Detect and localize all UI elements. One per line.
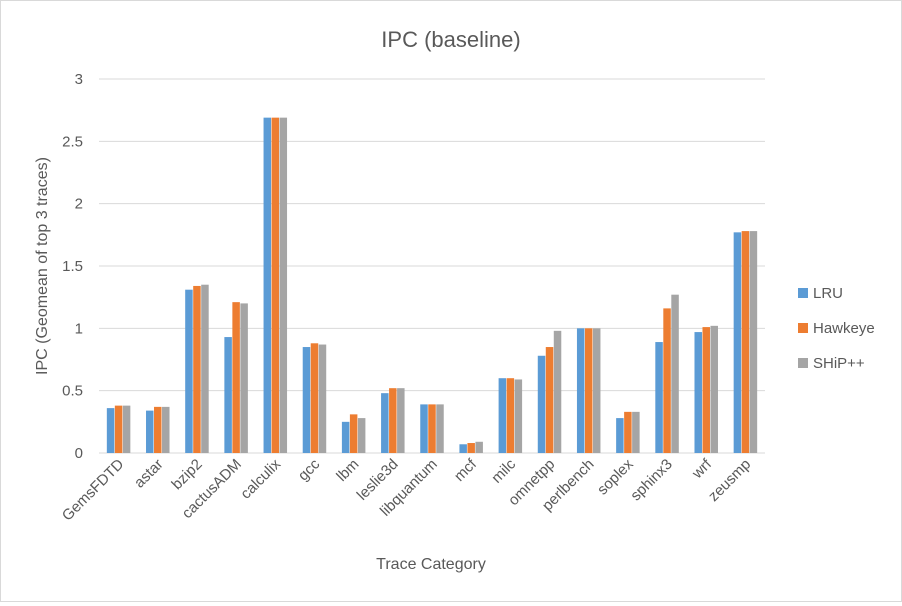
bar-lru-calculix <box>263 117 272 453</box>
chart-title: IPC (baseline) <box>381 27 520 52</box>
x-tick-label: wrf <box>688 455 715 482</box>
bar-hawkeye-omnetpp <box>545 347 554 453</box>
bar-lru-libquantum <box>420 404 428 453</box>
x-tick-label: zeusmp <box>705 456 754 505</box>
bar-lru-gcc <box>302 347 311 453</box>
bar-hawkeye-milc <box>506 378 515 453</box>
x-tick-label: astar <box>131 456 167 492</box>
x-tick-label: gcc <box>295 455 324 484</box>
bar-ship-wrf <box>710 325 718 453</box>
bar-lru-sphinx3 <box>655 342 663 453</box>
x-axis-label: Trace Category <box>376 556 486 573</box>
bar-hawkeye-gemsfdtd <box>114 405 123 453</box>
x-tick-label: calculix <box>237 455 284 502</box>
bar-hawkeye-calculix <box>271 117 280 453</box>
bar-ship-lbm <box>357 418 366 453</box>
bar-ship-calculix <box>279 117 288 453</box>
bar-hawkeye-cactusadm <box>232 302 240 453</box>
bar-ship-sphinx3 <box>671 294 679 453</box>
bar-hawkeye-wrf <box>702 327 710 453</box>
x-tick-label: sphinx3 <box>627 456 676 505</box>
bar-lru-lbm <box>341 421 350 453</box>
bar-lru-wrf <box>694 332 702 453</box>
bar-hawkeye-soplex <box>624 411 632 453</box>
legend-label: SHiP++ <box>813 355 865 372</box>
bar-ship-mcf <box>475 441 483 453</box>
legend-swatch <box>798 288 808 298</box>
x-tick-label: mcf <box>451 455 481 485</box>
y-tick-label: 2 <box>75 196 83 213</box>
bar-ship-bzip2 <box>201 284 209 453</box>
bar-ship-gcc <box>318 344 327 453</box>
y-tick-label: 1.5 <box>62 258 83 275</box>
bar-hawkeye-libquantum <box>428 404 436 453</box>
bar-ship-gemsfdtd <box>122 405 131 453</box>
bar-hawkeye-bzip2 <box>193 285 201 453</box>
bar-lru-zeusmp <box>733 232 742 453</box>
bar-ship-perlbench <box>592 328 601 453</box>
bar-ship-zeusmp <box>749 231 758 453</box>
bar-lru-mcf <box>459 444 467 453</box>
bar-lru-soplex <box>616 418 624 453</box>
legend-label: LRU <box>813 285 843 302</box>
bar-ship-omnetpp <box>553 330 562 453</box>
bar-hawkeye-lbm <box>349 414 358 453</box>
bar-lru-cactusadm <box>224 337 232 453</box>
bar-hawkeye-mcf <box>467 443 475 453</box>
bar-ship-milc <box>514 379 523 453</box>
bar-lru-bzip2 <box>185 289 193 453</box>
legend-swatch <box>798 323 808 333</box>
x-tick-label: GemsFDTD <box>59 456 128 525</box>
bar-lru-gemsfdtd <box>106 408 115 453</box>
x-tick-label: milc <box>488 455 519 486</box>
legend-swatch <box>798 358 808 368</box>
bar-lru-milc <box>498 378 507 453</box>
legend-label: Hawkeye <box>813 320 875 337</box>
bar-ship-leslie3d <box>397 388 405 453</box>
bar-hawkeye-astar <box>154 406 162 453</box>
bar-hawkeye-zeusmp <box>741 231 750 453</box>
y-tick-label: 1 <box>75 320 83 337</box>
y-tick-label: 0 <box>75 445 83 462</box>
y-tick-label: 0.5 <box>62 383 83 400</box>
bar-lru-omnetpp <box>537 355 546 453</box>
y-axis-label: IPC (Geomean of top 3 traces) <box>34 157 51 375</box>
y-tick-label: 2.5 <box>62 133 83 150</box>
bar-hawkeye-sphinx3 <box>663 308 671 453</box>
bar-ship-astar <box>162 406 170 453</box>
y-tick-label: 3 <box>75 71 83 88</box>
bar-lru-astar <box>146 410 154 453</box>
bar-ship-libquantum <box>436 404 444 453</box>
x-tick-label: lbm <box>333 456 362 485</box>
bar-ship-cactusadm <box>240 303 248 453</box>
bar-ship-soplex <box>632 411 640 453</box>
bar-hawkeye-leslie3d <box>389 388 397 453</box>
bar-lru-perlbench <box>576 328 585 453</box>
bar-lru-leslie3d <box>381 393 389 453</box>
bar-hawkeye-perlbench <box>584 328 593 453</box>
bar-hawkeye-gcc <box>310 343 319 453</box>
